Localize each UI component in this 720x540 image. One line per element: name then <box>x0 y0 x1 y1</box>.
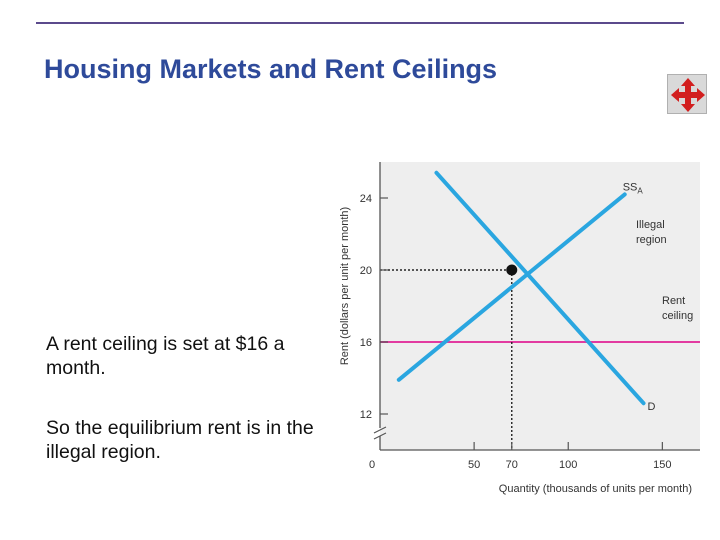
y-axis-break-mark <box>373 426 387 434</box>
series-line-d <box>434 170 646 406</box>
plot-background <box>380 162 700 450</box>
illegal-region-label-line2: region <box>636 234 667 246</box>
illegal-region-label-line1: Illegal <box>636 219 665 231</box>
slide-title: Housing Markets and Rent Ceilings <box>44 54 498 84</box>
series-label-ss-a: SSA <box>623 181 644 195</box>
series-line-ss_a <box>396 192 627 382</box>
y-tick-label: 24 <box>360 193 372 205</box>
rent-ceiling-label-line1: Rent <box>662 295 685 307</box>
move-arrows-icon <box>671 78 705 112</box>
move-arrows-button[interactable] <box>667 74 707 114</box>
y-tick-label: 20 <box>360 265 372 277</box>
paragraph-equilibrium: So the equilibrium rent is in the illega… <box>46 417 314 463</box>
y-tick-label: 12 <box>360 409 372 421</box>
x-tick-label: 50 <box>468 459 480 471</box>
x-tick-label: 150 <box>653 459 671 471</box>
y-tick-label: 16 <box>360 337 372 349</box>
top-rule <box>36 22 684 24</box>
y-axis-break-mark <box>373 432 387 440</box>
rent-ceiling-label-line2: ceiling <box>662 310 693 322</box>
equilibrium-point <box>506 264 518 276</box>
x-axis-title: Quantity (thousands of units per month) <box>499 483 692 495</box>
x-tick-label: 100 <box>559 459 577 471</box>
x-tick-label: 70 <box>506 459 518 471</box>
series-label-d: D <box>648 401 656 413</box>
paragraph-rent-ceiling: A rent ceiling is set at $16 a month. <box>46 333 285 379</box>
x-origin-label: 0 <box>369 459 375 471</box>
y-axis-title: Rent (dollars per unit per month) <box>339 207 351 365</box>
rent-ceiling-chart: 12 16 20 24 50 70 100 150 0 Quantity (thousands … <box>339 162 700 495</box>
